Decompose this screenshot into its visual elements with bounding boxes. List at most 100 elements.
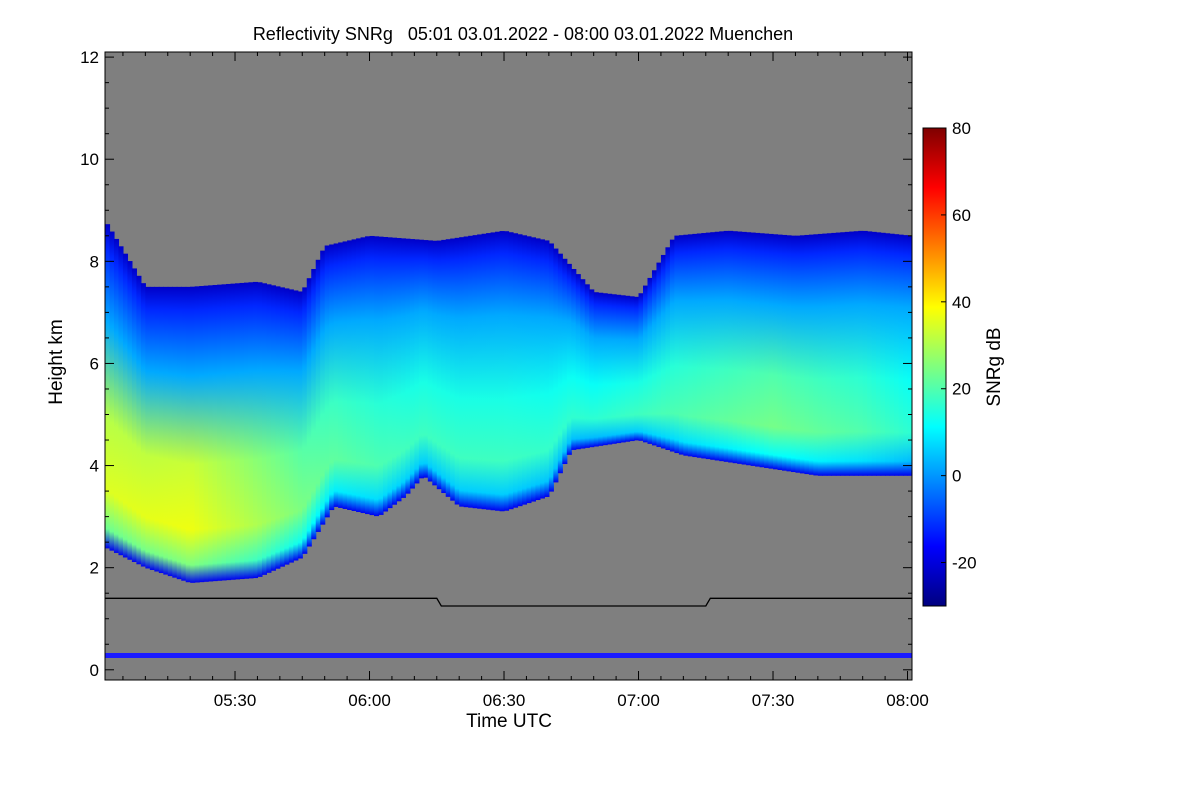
echo-column — [746, 232, 752, 466]
echo-column — [288, 289, 294, 563]
echo-column — [261, 283, 267, 575]
echo-column — [840, 232, 846, 476]
echo-column — [894, 234, 900, 476]
echo-column — [741, 231, 747, 465]
echo-column — [678, 235, 684, 455]
x-tick-label: 07:30 — [752, 691, 795, 710]
echo-column — [517, 234, 523, 507]
echo-column — [396, 238, 402, 502]
echo-column — [257, 282, 263, 577]
echo-column — [853, 231, 859, 476]
echo-column — [208, 285, 214, 582]
echo-column — [849, 231, 855, 476]
echo-column — [521, 235, 528, 505]
echo-column — [750, 232, 756, 466]
echo-column — [252, 281, 259, 579]
echo-column — [687, 234, 693, 457]
echo-column — [889, 233, 895, 476]
echo-column — [270, 285, 276, 571]
echo-column — [378, 236, 384, 515]
x-axis-label: Time UTC — [466, 711, 552, 732]
echo-column — [275, 286, 281, 569]
echo-column — [279, 287, 285, 567]
echo-column — [647, 277, 653, 444]
echo-column — [320, 250, 326, 525]
echo-column — [306, 278, 312, 547]
y-tick-label: 6 — [90, 354, 99, 373]
echo-column — [499, 231, 505, 512]
echo-column — [607, 293, 613, 445]
y-axis-label: Height km — [46, 319, 67, 405]
echo-column — [427, 240, 433, 482]
x-tick-label: 06:00 — [348, 691, 391, 710]
echo-column — [817, 233, 823, 476]
colorbar-label: SNRg dB — [984, 327, 1005, 406]
colorbar-tick-label: 0 — [952, 467, 961, 486]
echo-column — [831, 232, 837, 476]
echo-column — [450, 238, 456, 501]
echo-column — [459, 237, 465, 507]
echo-column — [176, 286, 182, 580]
x-tick-label: 07:00 — [617, 691, 660, 710]
echo-column — [548, 243, 554, 492]
echo-column — [409, 239, 415, 489]
near-surface-band — [105, 652, 912, 658]
echo-column — [504, 231, 510, 511]
echo-column — [759, 233, 765, 468]
y-tick-label: 12 — [80, 48, 99, 67]
echo-column — [297, 291, 303, 559]
echo-column — [575, 274, 581, 450]
echo-column — [441, 239, 447, 494]
echo-column — [194, 286, 200, 583]
reference-line — [105, 597, 912, 607]
echo-column — [239, 282, 245, 580]
echo-column — [773, 234, 779, 470]
plot-area — [105, 52, 912, 680]
echo-column — [149, 286, 155, 570]
echo-column — [226, 283, 232, 581]
echo-column — [181, 286, 187, 581]
echo-column — [616, 294, 622, 444]
colorbar: -20 0 20 40 60 80 — [922, 119, 977, 607]
echo-column — [185, 286, 191, 583]
echo-column — [199, 286, 205, 583]
echo-column — [692, 233, 698, 458]
echo-column — [795, 235, 801, 473]
echo-column — [315, 259, 321, 532]
echo-column — [122, 253, 129, 558]
colorbar-tick-label: -20 — [952, 554, 977, 573]
echo-column — [638, 293, 644, 441]
echo-column — [158, 286, 164, 574]
colorbar-tick-label: 20 — [952, 380, 971, 399]
echo-column — [826, 233, 832, 476]
echo-column — [495, 231, 501, 511]
echo-column — [400, 238, 406, 498]
echo-column — [535, 238, 541, 501]
echo-column — [382, 236, 389, 512]
echo-column — [333, 243, 339, 507]
echo-column — [436, 240, 442, 490]
echo-column — [190, 286, 196, 583]
echo-column — [530, 237, 536, 502]
colorbar-tick-label: 40 — [952, 293, 971, 312]
echo-column — [885, 233, 891, 476]
echo-column — [611, 294, 617, 444]
echo-column — [651, 270, 658, 446]
colorbar-tick-label: 80 — [952, 119, 971, 138]
echo-column — [660, 254, 667, 449]
echo-column — [696, 233, 702, 458]
echo-column — [217, 284, 223, 581]
echo-column — [454, 237, 460, 505]
y-tick-label: 0 — [90, 661, 99, 680]
echo-column — [544, 240, 550, 497]
echo-column — [360, 237, 366, 514]
echo-column — [387, 237, 393, 509]
echo-column — [351, 239, 357, 512]
echo-column — [418, 239, 424, 479]
echo-column — [324, 245, 330, 518]
echo-column — [822, 233, 828, 476]
echo-column — [719, 231, 725, 462]
echo-column — [593, 292, 599, 447]
echo-column — [329, 244, 335, 511]
y-tick-label: 4 — [90, 457, 99, 476]
